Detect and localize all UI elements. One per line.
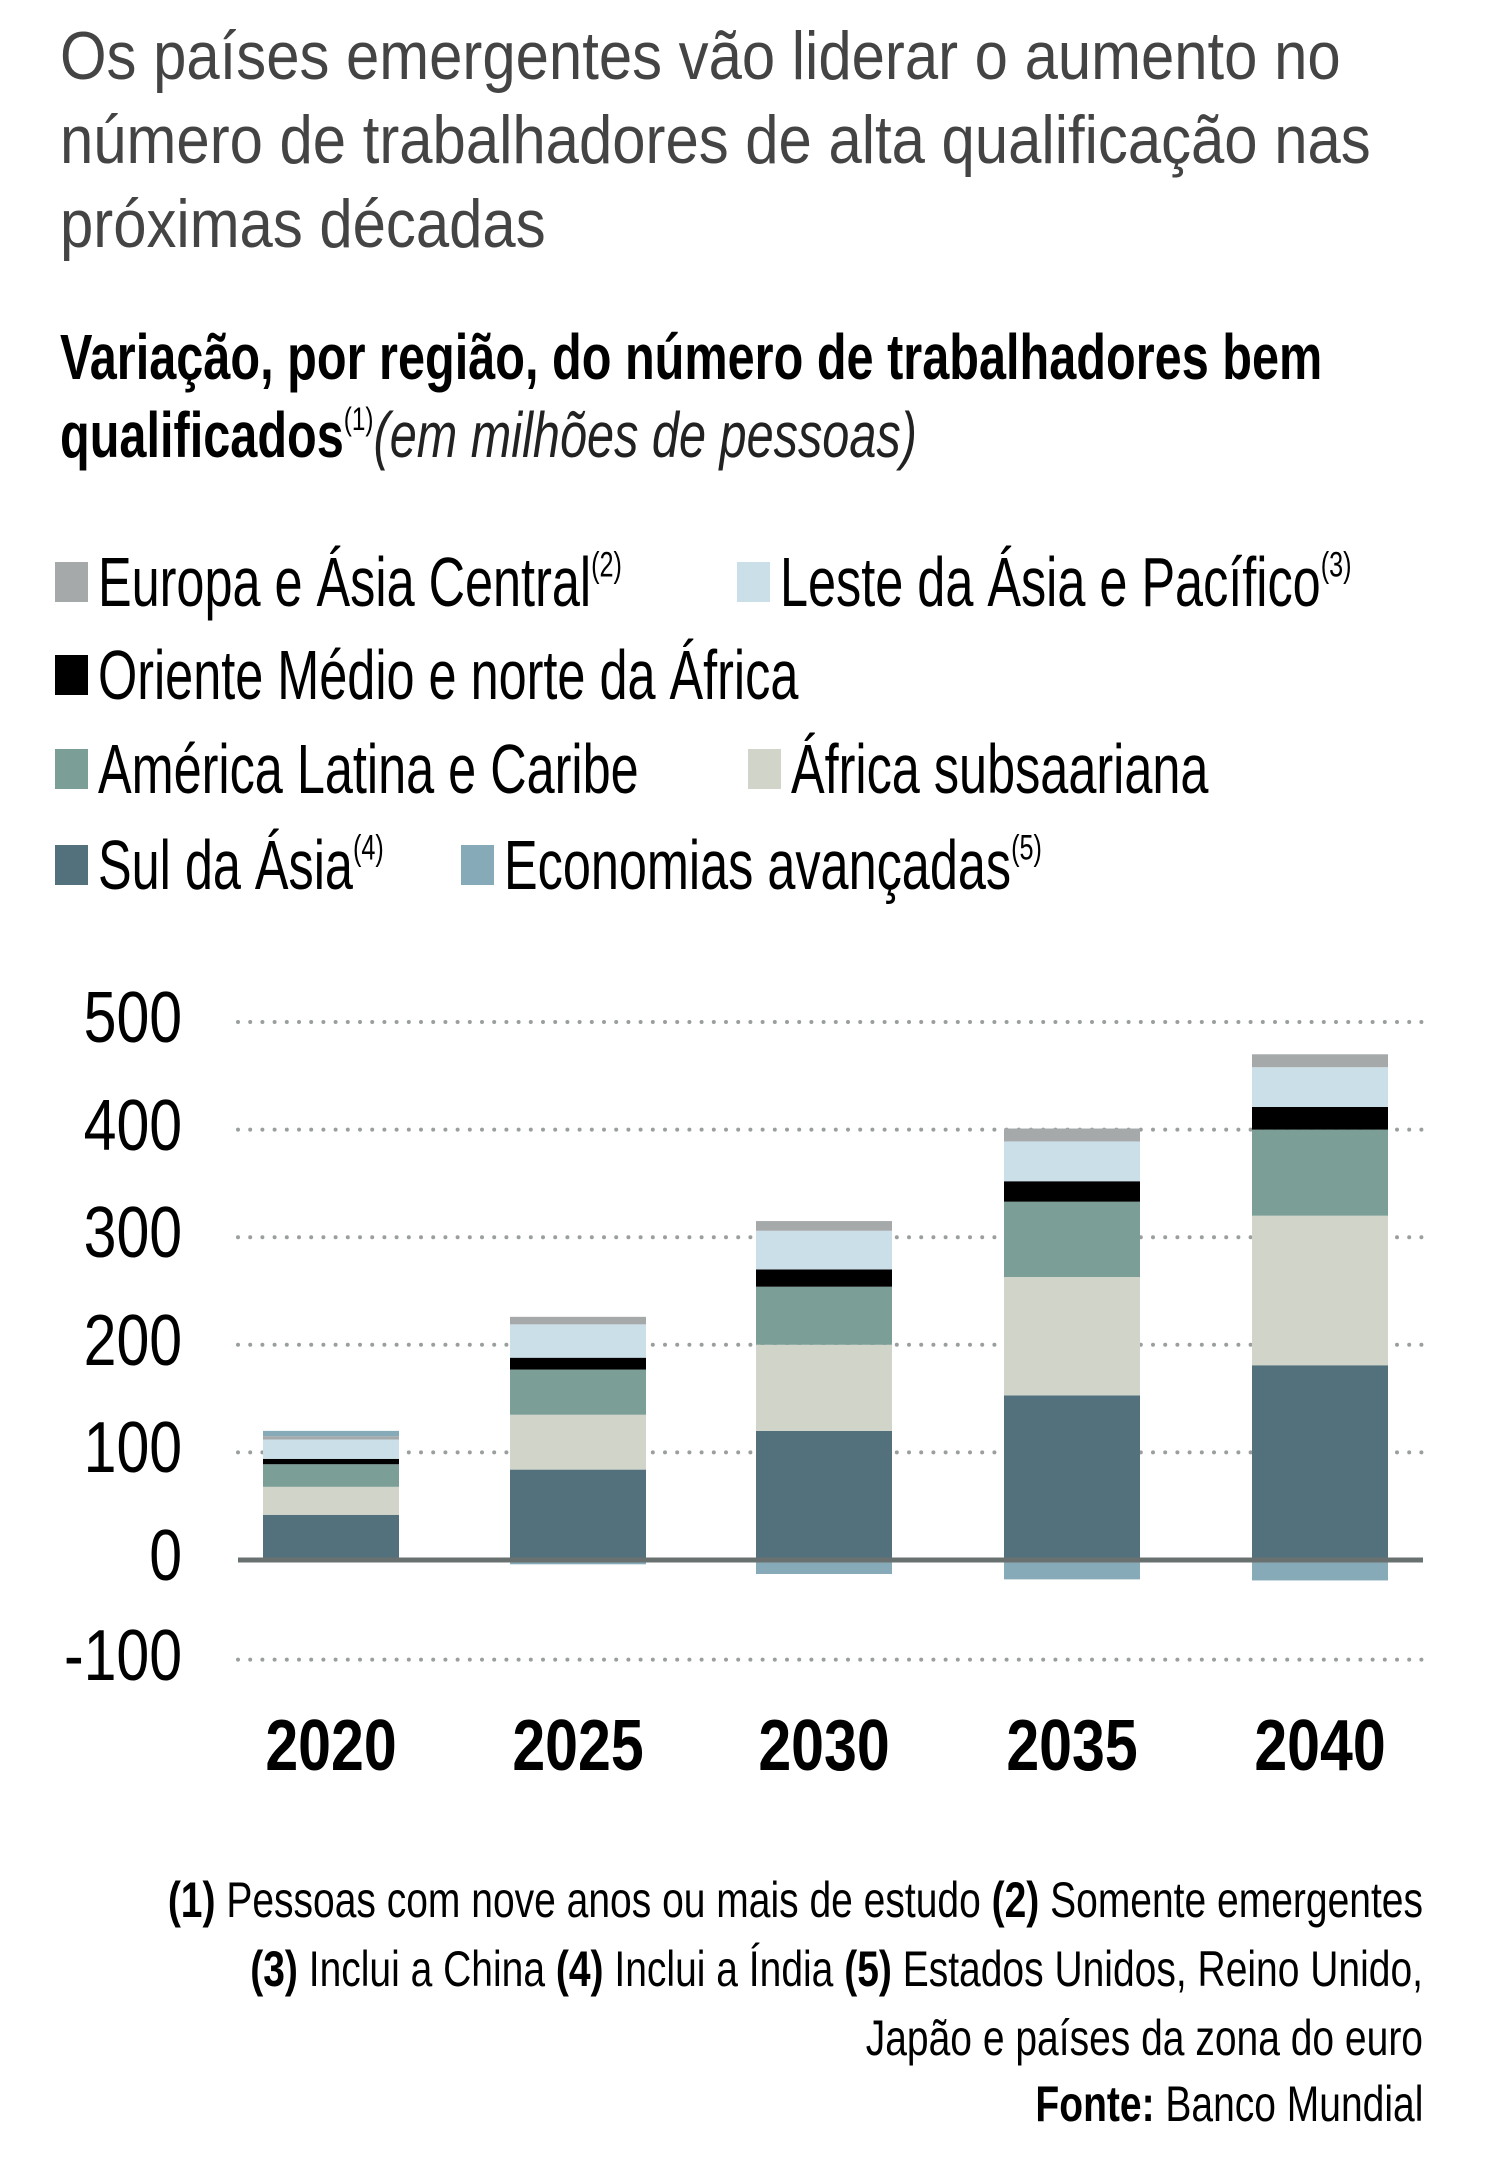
bar-segment xyxy=(1252,1054,1388,1068)
bar-segment xyxy=(263,1439,399,1459)
bar-segment xyxy=(756,1286,892,1345)
subtitle-text: Variação, por região, do número de traba… xyxy=(60,321,1323,471)
legend-item-sul-asia: Sul da Ásia(4) xyxy=(55,826,495,904)
y-tick-label: 400 xyxy=(83,1085,182,1166)
bar-segment xyxy=(510,1357,646,1370)
bar-segment xyxy=(1004,1141,1140,1182)
legend-item-leste-asia: Leste da Ásia e Pacífico(3) xyxy=(737,543,1488,621)
legend-footnote-ref: (3) xyxy=(1320,545,1352,585)
footnote: (4) Inclui a Índia xyxy=(555,1941,845,1997)
legend-label: Leste da Ásia e Pacífico xyxy=(780,543,1321,621)
legend-item-america-latina: América Latina e Caribe xyxy=(55,730,849,808)
y-tick-label: 300 xyxy=(83,1193,182,1274)
legend-swatch xyxy=(55,845,88,885)
bar-segment xyxy=(1252,1107,1388,1130)
bar-segment xyxy=(1252,1067,1388,1108)
bar-segment xyxy=(1004,1277,1140,1396)
bar-segment xyxy=(1004,1560,1140,1580)
legend-swatch xyxy=(748,749,781,789)
legend-footnote-ref: (5) xyxy=(1011,828,1042,868)
legend-swatch xyxy=(55,749,88,789)
y-tick-label: 200 xyxy=(83,1300,182,1381)
subtitle-unit: (em milhões de pessoas) xyxy=(373,399,917,471)
legend-label: Economias avançadas xyxy=(504,826,1012,904)
bar-segment xyxy=(1252,1560,1388,1581)
y-tick-label: 0 xyxy=(149,1516,182,1596)
bar-segment xyxy=(263,1514,399,1560)
y-tick-label: -100 xyxy=(63,1615,182,1696)
bar-segment xyxy=(510,1469,646,1560)
bar-segment xyxy=(263,1464,399,1487)
legend-item-europa: Europa e Ásia Central(2) xyxy=(55,543,826,621)
legend-footnote-ref: (4) xyxy=(352,828,384,868)
y-tick-label: 500 xyxy=(83,978,182,1058)
legend-swatch xyxy=(55,562,88,602)
legend-footnote-ref: (2) xyxy=(591,545,622,585)
chart-title: Os países emergentes vão liderar o aumen… xyxy=(60,18,1371,262)
chart-subtitle: Variação, por região, do número de traba… xyxy=(60,318,1488,474)
bar-segment xyxy=(1252,1365,1388,1560)
x-tick-label: 2030 xyxy=(758,1706,890,1786)
legend-swatch xyxy=(55,655,88,695)
bar-segment xyxy=(510,1414,646,1470)
bar-segment xyxy=(1004,1201,1140,1278)
x-tick-label: 2035 xyxy=(1006,1706,1138,1786)
footnote: (1) Pessoas com nove anos ou mais de est… xyxy=(167,1872,992,1928)
legend-label: Europa e Ásia Central xyxy=(98,543,592,621)
source-credit: Fonte: Banco Mundial xyxy=(1035,2070,1423,2139)
bar-segment xyxy=(756,1230,892,1270)
bar-segment xyxy=(1004,1181,1140,1202)
bar-segment xyxy=(510,1369,646,1415)
bar-segment xyxy=(756,1344,892,1431)
legend-swatch xyxy=(461,845,494,885)
legend-label: América Latina e Caribe xyxy=(98,730,639,808)
footnotes: (1) Pessoas com nove anos ou mais de est… xyxy=(144,1866,1423,2073)
legend-label: Oriente Médio e norte da África xyxy=(98,636,799,714)
y-tick-label: 100 xyxy=(83,1408,182,1489)
bar-segment xyxy=(263,1486,399,1515)
bar-segment xyxy=(756,1430,892,1560)
legend-item-economias-avancadas: Economias avançadas(5) xyxy=(461,826,1251,904)
x-tick-label: 2025 xyxy=(512,1706,644,1786)
x-tick-label: 2040 xyxy=(1254,1706,1386,1786)
bar-segment xyxy=(1252,1215,1388,1366)
bar-segment xyxy=(263,1458,399,1465)
legend-item-oriente-medio: Oriente Médio e norte da África xyxy=(55,636,1071,714)
source-text: Banco Mundial xyxy=(1154,2076,1423,2132)
source-label: Fonte: xyxy=(1035,2076,1155,2132)
footnote: (5) Estados Unidos, Reino Unido, Japão e… xyxy=(844,1941,1423,2066)
bar-segment xyxy=(756,1269,892,1287)
bar-segment xyxy=(1004,1395,1140,1560)
bar-segment xyxy=(756,1221,892,1231)
bar-segment xyxy=(510,1324,646,1358)
bar-segment xyxy=(510,1316,646,1325)
footnote: (2) Somente emergentes xyxy=(991,1872,1423,1928)
legend-swatch xyxy=(737,562,770,602)
legend-label: África subsaariana xyxy=(791,730,1209,808)
bar-segment xyxy=(1004,1128,1140,1142)
bar-segment xyxy=(263,1430,399,1437)
subtitle-footnote-ref: (1) xyxy=(343,400,374,437)
legend-item-africa-subsaariana: África subsaariana xyxy=(748,730,1371,808)
bar-segment xyxy=(263,1436,399,1440)
x-tick-label: 2020 xyxy=(265,1706,397,1786)
bar-segment xyxy=(1252,1129,1388,1216)
bar-segment xyxy=(756,1560,892,1574)
footnote: (3) Inclui a China xyxy=(250,1941,556,1997)
legend-label: Sul da Ásia xyxy=(98,826,353,904)
